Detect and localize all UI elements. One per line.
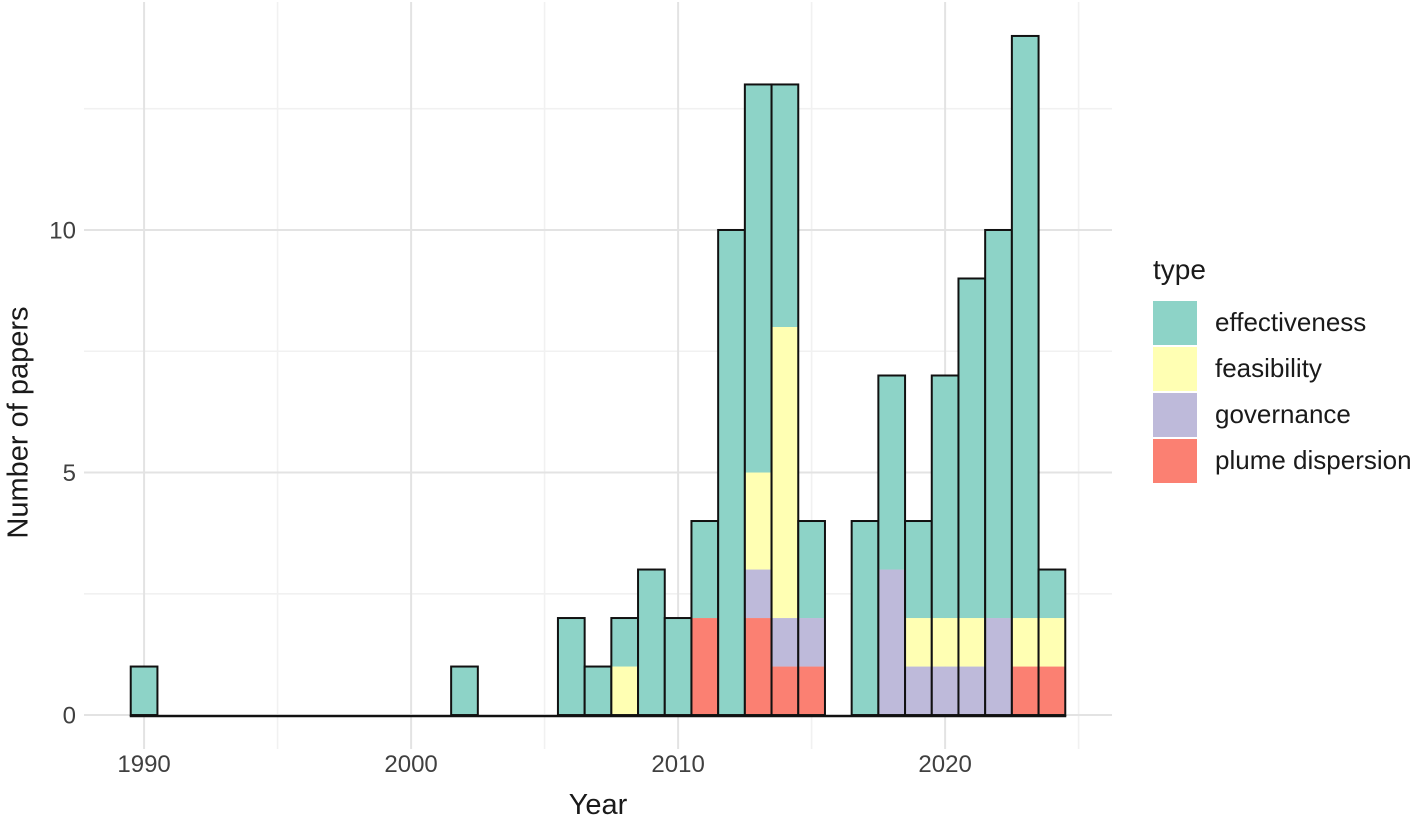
bar-segment bbox=[691, 618, 719, 716]
legend-swatch bbox=[1153, 346, 1197, 391]
y-axis-title: Number of papers bbox=[2, 306, 35, 539]
bar-segment bbox=[771, 326, 799, 619]
bar-segment bbox=[798, 521, 825, 619]
bar-segment bbox=[611, 666, 639, 716]
bar-segment bbox=[718, 229, 745, 716]
bar-segment bbox=[771, 618, 799, 667]
legend-swatch bbox=[1153, 300, 1197, 345]
legend-swatch bbox=[1153, 438, 1197, 483]
bar-segment bbox=[931, 375, 959, 619]
x-tick-label: 2010 bbox=[651, 751, 704, 778]
bar-segment bbox=[878, 569, 906, 716]
legend-item: effectiveness bbox=[1153, 300, 1412, 345]
bar-segment bbox=[130, 666, 158, 716]
y-tick-label: 5 bbox=[63, 460, 76, 487]
bar-segment bbox=[691, 521, 719, 619]
legend-label: feasibility bbox=[1215, 353, 1322, 383]
bar-segment bbox=[798, 666, 825, 716]
bar-segment bbox=[611, 618, 639, 667]
bar-segment bbox=[744, 472, 772, 570]
bar-segment bbox=[958, 666, 986, 716]
y-tick-label: 0 bbox=[63, 703, 76, 730]
bar-segment bbox=[451, 666, 478, 716]
bar-segment bbox=[1038, 569, 1066, 619]
bar-segment bbox=[744, 84, 772, 473]
legend-label: governance bbox=[1215, 399, 1351, 429]
bar-segment bbox=[931, 618, 959, 667]
x-axis-title: Year bbox=[568, 789, 628, 821]
bar-segment bbox=[1038, 618, 1066, 667]
legend-item: governance bbox=[1153, 392, 1412, 437]
bar-segment bbox=[771, 84, 799, 327]
bar-segment bbox=[851, 521, 879, 716]
legend: type effectiveness feasibility governance p… bbox=[1153, 254, 1412, 484]
bar-segment bbox=[1038, 666, 1066, 716]
bar-segment bbox=[1011, 618, 1039, 667]
bar-segment bbox=[958, 618, 986, 667]
bar-segment bbox=[557, 618, 585, 716]
bar-segment bbox=[584, 666, 612, 716]
bar-segment bbox=[905, 666, 932, 716]
bar-segment bbox=[985, 618, 1012, 716]
bar-segment bbox=[931, 666, 959, 716]
bar-segment bbox=[985, 229, 1012, 619]
x-tick-label: 2000 bbox=[384, 751, 437, 778]
legend-title: type bbox=[1153, 254, 1206, 285]
bar-segment bbox=[798, 618, 825, 667]
bar-segment bbox=[771, 666, 799, 716]
legend-item: feasibility bbox=[1153, 346, 1412, 391]
bar-segment bbox=[878, 375, 906, 570]
bar-segment bbox=[664, 618, 692, 716]
bar-segment bbox=[638, 569, 665, 716]
bar-segment bbox=[905, 521, 932, 619]
bar-segment bbox=[905, 618, 932, 667]
legend-entries: effectiveness feasibility governance plume … bbox=[1153, 300, 1412, 483]
bar-segment bbox=[958, 278, 986, 619]
legend-label: plume dispersion bbox=[1215, 445, 1412, 475]
bar-segment bbox=[744, 569, 772, 619]
x-tick-label: 2020 bbox=[918, 751, 971, 778]
x-tick-label: 1990 bbox=[117, 751, 170, 778]
bar-segment bbox=[744, 618, 772, 716]
bar-segment bbox=[1011, 666, 1039, 716]
bar-segment bbox=[1011, 35, 1039, 619]
legend-item: plume dispersion bbox=[1153, 438, 1412, 483]
legend-swatch bbox=[1153, 392, 1197, 437]
y-tick-label: 10 bbox=[49, 217, 76, 244]
legend-label: effectiveness bbox=[1215, 307, 1367, 337]
